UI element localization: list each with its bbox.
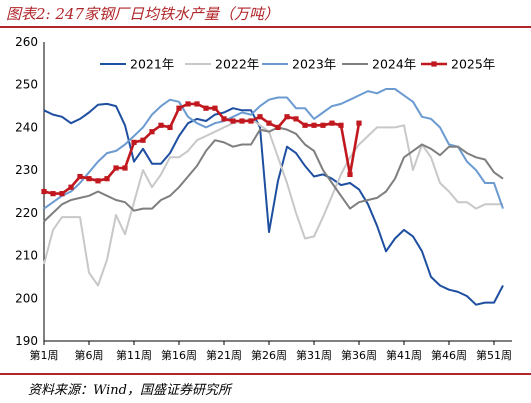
data-point <box>149 129 155 135</box>
data-point <box>221 116 227 122</box>
data-point <box>68 184 74 190</box>
data-point <box>329 120 335 126</box>
data-point <box>338 122 344 128</box>
y-tick-label: 220 <box>15 206 38 220</box>
data-point <box>140 137 146 143</box>
data-point <box>158 122 164 128</box>
data-point <box>320 122 326 128</box>
data-point <box>311 122 317 128</box>
series-line <box>43 88 504 210</box>
x-tick-label: 第26周 <box>251 348 287 362</box>
x-tick-label: 第21周 <box>206 348 242 362</box>
data-point <box>95 178 101 184</box>
data-point <box>284 114 290 120</box>
series-0 <box>43 102 504 306</box>
series-line <box>43 102 504 306</box>
data-point <box>302 122 308 128</box>
data-point <box>356 120 362 126</box>
x-tick-label: 第11周 <box>116 348 152 362</box>
y-tick-label: 250 <box>15 78 38 92</box>
data-point <box>230 118 236 124</box>
legend-item-4: 2025年 <box>421 57 495 72</box>
legend-item-0: 2021年 <box>100 57 174 72</box>
data-point <box>185 101 191 107</box>
x-tick-label: 第1周 <box>30 348 59 362</box>
x-tick-label: 第6周 <box>75 348 104 362</box>
legend-label: 2022年 <box>215 57 259 72</box>
data-point <box>293 116 299 122</box>
data-point <box>113 165 119 171</box>
series-2 <box>43 88 504 210</box>
y-tick-label: 200 <box>15 291 38 305</box>
data-point <box>194 101 200 107</box>
data-point <box>248 118 254 124</box>
data-point <box>212 105 218 111</box>
x-tick-label: 第16周 <box>161 348 197 362</box>
data-point <box>257 114 263 120</box>
data-point <box>266 120 272 126</box>
series-3 <box>43 126 504 223</box>
legend-item-2: 2023年 <box>262 57 336 72</box>
series-4 <box>41 101 362 197</box>
y-tick-label: 230 <box>15 163 38 177</box>
source-rule <box>0 373 531 375</box>
legend-label: 2025年 <box>451 57 495 72</box>
x-tick-label: 第46周 <box>431 348 467 362</box>
legend-label: 2023年 <box>292 57 336 72</box>
x-tick-label: 第41周 <box>386 348 422 362</box>
legend-item-3: 2024年 <box>342 57 416 72</box>
data-point <box>50 191 56 197</box>
data-point <box>239 118 245 124</box>
title-rule <box>0 26 531 28</box>
legend-marker <box>431 61 437 67</box>
series-line <box>43 126 504 223</box>
data-point <box>77 173 83 180</box>
data-point <box>86 176 92 182</box>
data-point <box>122 165 128 171</box>
data-point <box>131 139 137 145</box>
data-point <box>275 124 281 131</box>
y-tick-label: 190 <box>15 334 38 348</box>
data-point <box>176 105 182 111</box>
series-layer <box>41 88 504 306</box>
legend-label: 2024年 <box>372 57 416 72</box>
legend: 2021年 2022年 2023年 2024年 2025年 <box>100 57 495 72</box>
x-tick-label: 第31周 <box>296 348 332 362</box>
data-point <box>41 188 47 195</box>
data-point <box>59 191 65 197</box>
series-line <box>43 117 503 287</box>
data-point <box>104 176 110 182</box>
series-1 <box>43 117 503 287</box>
data-point <box>167 124 173 131</box>
y-tick-label: 260 <box>15 35 38 49</box>
legend-item-1: 2022年 <box>185 57 259 72</box>
y-tick-label: 210 <box>15 249 38 263</box>
legend-label: 2021年 <box>130 57 174 72</box>
data-point <box>347 171 353 178</box>
chart-title: 图表2: 247家钢厂日均铁水产量（万吨） <box>6 5 279 23</box>
y-tick-label: 240 <box>15 120 38 134</box>
source-note: 资料来源：Wind，国盛证券研究所 <box>28 383 231 398</box>
x-tick-label: 第51周 <box>476 348 512 362</box>
data-point <box>203 105 209 111</box>
x-tick-label: 第36周 <box>341 348 377 362</box>
